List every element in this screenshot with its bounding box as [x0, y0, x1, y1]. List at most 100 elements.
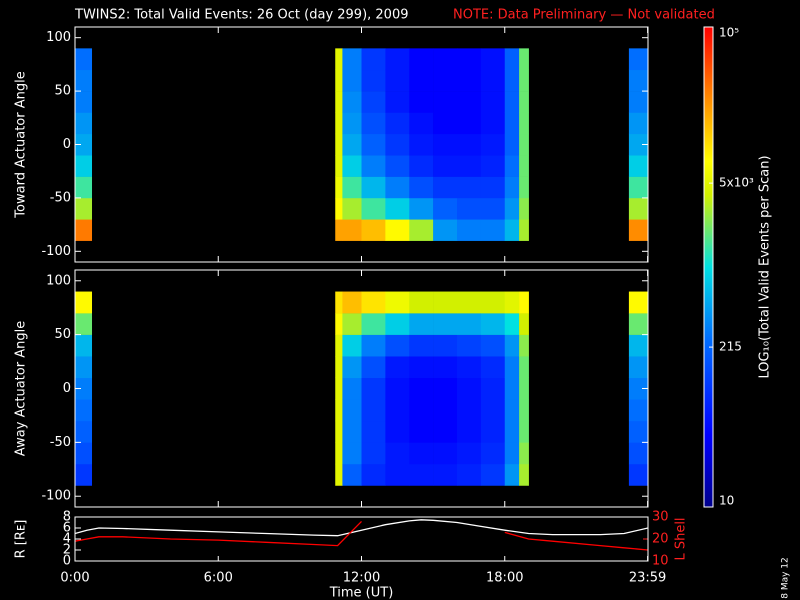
heat-cell [457, 155, 482, 177]
heat-cell [433, 291, 458, 314]
heat-cell [385, 291, 410, 314]
y-tick-label: 50 [54, 327, 71, 342]
heat-cell [409, 377, 434, 400]
heat-cell [342, 48, 362, 71]
heat-cell [335, 334, 343, 357]
heat-cell [480, 69, 506, 92]
heat-cell [628, 176, 649, 199]
heat-cell [342, 463, 362, 486]
heat-cell [75, 112, 93, 135]
heat-cell [628, 112, 649, 135]
heat-cell [628, 48, 649, 71]
heat-cell [480, 420, 506, 443]
heat-cell [385, 112, 410, 135]
heat-cell [433, 48, 458, 71]
note: NOTE: Data Preliminary — Not validated [453, 8, 715, 23]
heat-cell [385, 197, 410, 220]
heat-cell [361, 91, 386, 113]
heat-cell [457, 112, 482, 135]
heat-cell [480, 219, 506, 241]
y-tick-label: 8 [63, 510, 71, 525]
heat-cell [361, 334, 386, 357]
heat-cell [504, 399, 520, 422]
chart-title: TWINS2: Total Valid Events: 26 Oct (day … [74, 8, 409, 23]
y2-axis-label: L Shell [674, 517, 689, 560]
heat-cell [342, 377, 362, 400]
heat-cell [409, 356, 434, 379]
heat-cell [361, 176, 386, 199]
heat-cell [409, 420, 434, 443]
heat-cell [409, 197, 434, 220]
heat-cell [504, 112, 520, 135]
heat-cell [433, 219, 458, 241]
heat-cell [409, 112, 434, 135]
heat-cell [335, 48, 343, 71]
y-tick-label: 100 [46, 273, 71, 288]
y-tick-label: -50 [50, 190, 71, 205]
heat-cell [385, 377, 410, 400]
y-axis-label: Away Actuator Angle [14, 321, 29, 456]
heat-cell [504, 420, 520, 443]
heat-cell [504, 442, 520, 465]
heat-cell [519, 334, 529, 357]
y-tick-label: 0 [63, 137, 71, 152]
heat-cell [335, 219, 343, 241]
heat-cell [457, 219, 482, 241]
heat-cell [385, 442, 410, 465]
heat-cell [628, 420, 649, 443]
heat-cell [519, 356, 529, 379]
heat-cell [457, 442, 482, 465]
heat-cell [342, 112, 362, 135]
heat-cell [628, 197, 649, 220]
heat-cell [628, 155, 649, 177]
heat-cell [385, 420, 410, 443]
heat-cell [361, 420, 386, 443]
heat-cell [385, 69, 410, 92]
heat-cell [75, 197, 93, 220]
heat-cell [504, 356, 520, 379]
heat-cell [361, 356, 386, 379]
heat-cell [385, 463, 410, 486]
heat-cell [75, 219, 93, 241]
heat-cell [519, 313, 529, 335]
heat-cell [409, 219, 434, 241]
heat-cell [628, 399, 649, 422]
heat-cell [628, 313, 649, 335]
heat-cell [519, 112, 529, 135]
heat-cell [480, 176, 506, 199]
heat-cell [628, 334, 649, 357]
heat-cell [433, 399, 458, 422]
heat-cell [519, 219, 529, 241]
heat-cell [457, 463, 482, 486]
y-tick-label: 4 [63, 532, 71, 547]
x-tick-label: 18:00 [486, 571, 523, 586]
colorbar-tick-label: 5x10³ [719, 176, 754, 190]
heat-cell [409, 463, 434, 486]
heat-cell [385, 356, 410, 379]
y2-tick-label: 10 [652, 554, 669, 569]
heat-cell [519, 420, 529, 443]
heat-cell [335, 176, 343, 199]
heat-cell [433, 420, 458, 443]
heat-cell [385, 219, 410, 241]
heat-cell [361, 463, 386, 486]
heat-cell [385, 313, 410, 335]
heat-cell [457, 69, 482, 92]
heat-cell [342, 219, 362, 241]
heat-cell [335, 155, 343, 177]
y-tick-label: 0 [63, 554, 71, 569]
heat-cell [480, 399, 506, 422]
heat-cell [457, 291, 482, 314]
heat-cell [504, 377, 520, 400]
heat-cell [519, 291, 529, 314]
heat-cell [409, 334, 434, 357]
y-tick-label: 100 [46, 30, 71, 45]
heat-cell [409, 291, 434, 314]
heat-cell [433, 356, 458, 379]
heat-cell [628, 291, 649, 314]
heat-cell [335, 69, 343, 92]
heat-cell [480, 463, 506, 486]
colorbar-tick-label: 10 [719, 494, 734, 508]
x-axis-label: Time (UT) [329, 586, 394, 600]
